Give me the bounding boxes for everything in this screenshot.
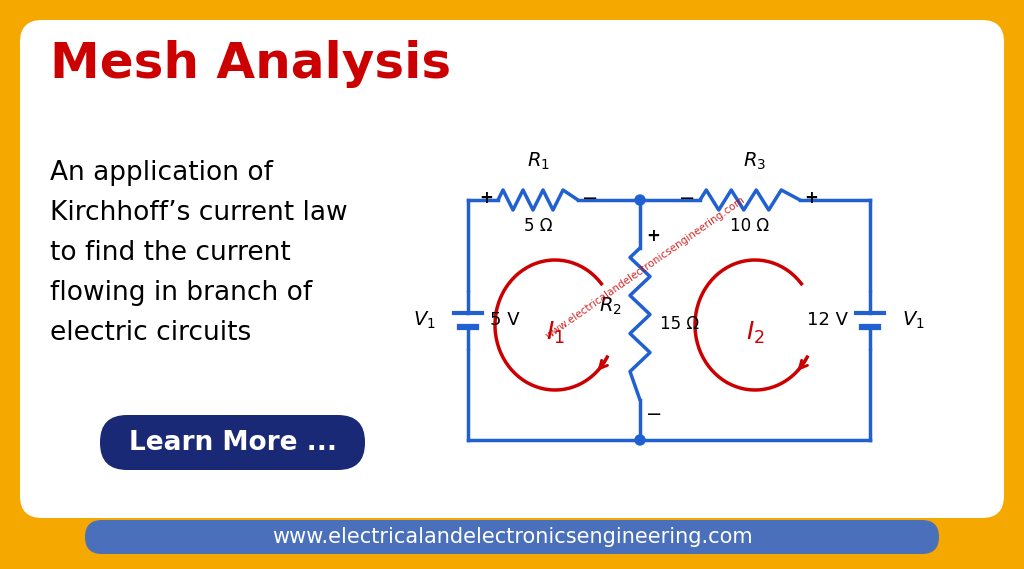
Text: $I_1$: $I_1$ (546, 320, 564, 346)
Text: $V_1$: $V_1$ (414, 310, 436, 331)
Text: $R_2$: $R_2$ (599, 295, 622, 317)
Text: −: − (582, 188, 598, 208)
Circle shape (635, 435, 645, 445)
Text: 12 V: 12 V (807, 311, 848, 329)
Circle shape (635, 195, 645, 205)
Text: $R_1$: $R_1$ (526, 151, 550, 172)
Text: www.electricalandelectronicsengineering.com: www.electricalandelectronicsengineering.… (544, 195, 746, 341)
Text: www.electricalandelectronicsengineering.com: www.electricalandelectronicsengineering.… (271, 527, 753, 547)
Text: +: + (646, 227, 659, 245)
Text: Learn More ...: Learn More ... (129, 430, 337, 456)
Text: 5 Ω: 5 Ω (523, 217, 552, 235)
Text: 5 V: 5 V (490, 311, 519, 329)
Text: $R_3$: $R_3$ (743, 151, 767, 172)
Text: 15 Ω: 15 Ω (660, 315, 699, 333)
FancyBboxPatch shape (20, 20, 1004, 518)
Text: +: + (804, 189, 818, 207)
Text: −: − (646, 405, 663, 424)
Text: 10 Ω: 10 Ω (730, 217, 770, 235)
FancyBboxPatch shape (100, 415, 365, 470)
Text: An application of
Kirchhoff’s current law
to find the current
flowing in branch : An application of Kirchhoff’s current la… (50, 160, 347, 346)
Text: $I_2$: $I_2$ (745, 320, 764, 346)
Text: −: − (679, 188, 695, 208)
Text: Mesh Analysis: Mesh Analysis (50, 40, 452, 88)
Text: +: + (479, 189, 493, 207)
Text: $V_1$: $V_1$ (902, 310, 925, 331)
FancyBboxPatch shape (85, 520, 939, 554)
